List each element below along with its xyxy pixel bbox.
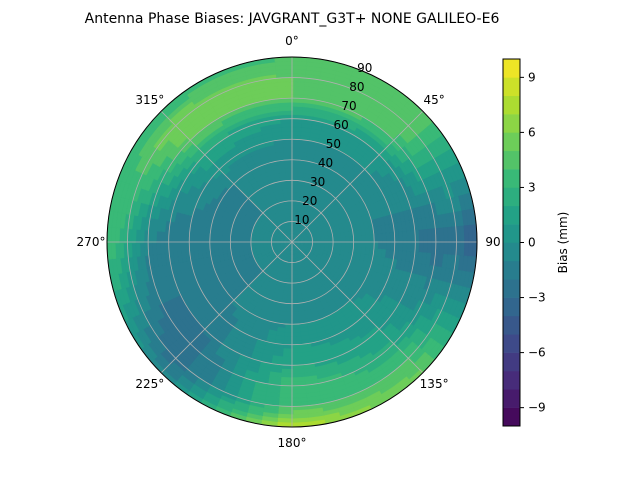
- radial-tick-label: 50: [326, 137, 341, 151]
- colorbar-band: [503, 205, 520, 225]
- colorbar-band: [503, 59, 520, 78]
- colorbar-band: [503, 132, 520, 152]
- polar-grid: [106, 56, 478, 428]
- radial-tick-label: 70: [341, 99, 356, 113]
- colorbar-band: [503, 187, 520, 207]
- colorbar-band: [503, 279, 520, 298]
- radial-tick-label: 10: [294, 213, 309, 227]
- colorbar-band: [503, 352, 520, 372]
- colorbar-label: Bias (mm): [556, 212, 570, 274]
- colorbar-band: [503, 150, 520, 170]
- angular-tick-label: 135°: [420, 377, 449, 391]
- colorbar-band: [503, 224, 520, 243]
- radial-tick-label: 40: [318, 156, 333, 170]
- angular-tick-label: 225°: [135, 377, 164, 391]
- colorbar-tick-label: −3: [528, 291, 546, 305]
- colorbar-band: [503, 114, 520, 133]
- colorbar-tick-label: −6: [528, 346, 546, 360]
- colorbar-tick-label: 3: [528, 180, 536, 194]
- colorbar-band: [503, 95, 520, 115]
- angular-tick-label: 90: [485, 235, 500, 249]
- colorbar-band: [503, 297, 520, 317]
- colorbar-tick-label: 0: [528, 236, 536, 250]
- colorbar-tick-label: 9: [528, 70, 536, 84]
- colorbar-band: [503, 169, 520, 188]
- colorbar-band: [503, 334, 520, 353]
- colorbar-band: [503, 370, 520, 390]
- angular-tick-label: 180°: [278, 436, 307, 450]
- colorbar: −9 −6 −3 0 3 6 9 Bias (mm): [502, 58, 570, 427]
- angular-tick-label: 270°: [77, 235, 106, 249]
- colorbar-band: [503, 77, 520, 96]
- radial-tick-label: 90: [357, 61, 372, 75]
- colorbar-band: [503, 242, 520, 262]
- radial-tick-label: 20: [302, 194, 317, 208]
- angular-tick-label: 315°: [135, 93, 164, 107]
- colorbar-band: [503, 407, 520, 427]
- angular-tick-label: 45°: [423, 93, 444, 107]
- colorbar-band: [503, 315, 520, 335]
- colorbar-bands: [503, 59, 520, 427]
- chart-title: Antenna Phase Biases: JAVGRANT_G3T+ NONE…: [85, 11, 500, 27]
- colorbar-ticks: −9 −6 −3 0 3 6 9: [520, 70, 546, 415]
- colorbar-tick-label: 6: [528, 125, 536, 139]
- colorbar-band: [503, 389, 520, 408]
- heatmap-cells: [107, 57, 477, 427]
- colorbar-band: [503, 260, 520, 280]
- angular-tick-label: 0°: [285, 34, 299, 48]
- radial-tick-label: 30: [310, 175, 325, 189]
- radial-tick-label: 80: [349, 80, 364, 94]
- colorbar-tick-label: −9: [528, 401, 546, 415]
- radial-tick-label: 60: [334, 118, 349, 132]
